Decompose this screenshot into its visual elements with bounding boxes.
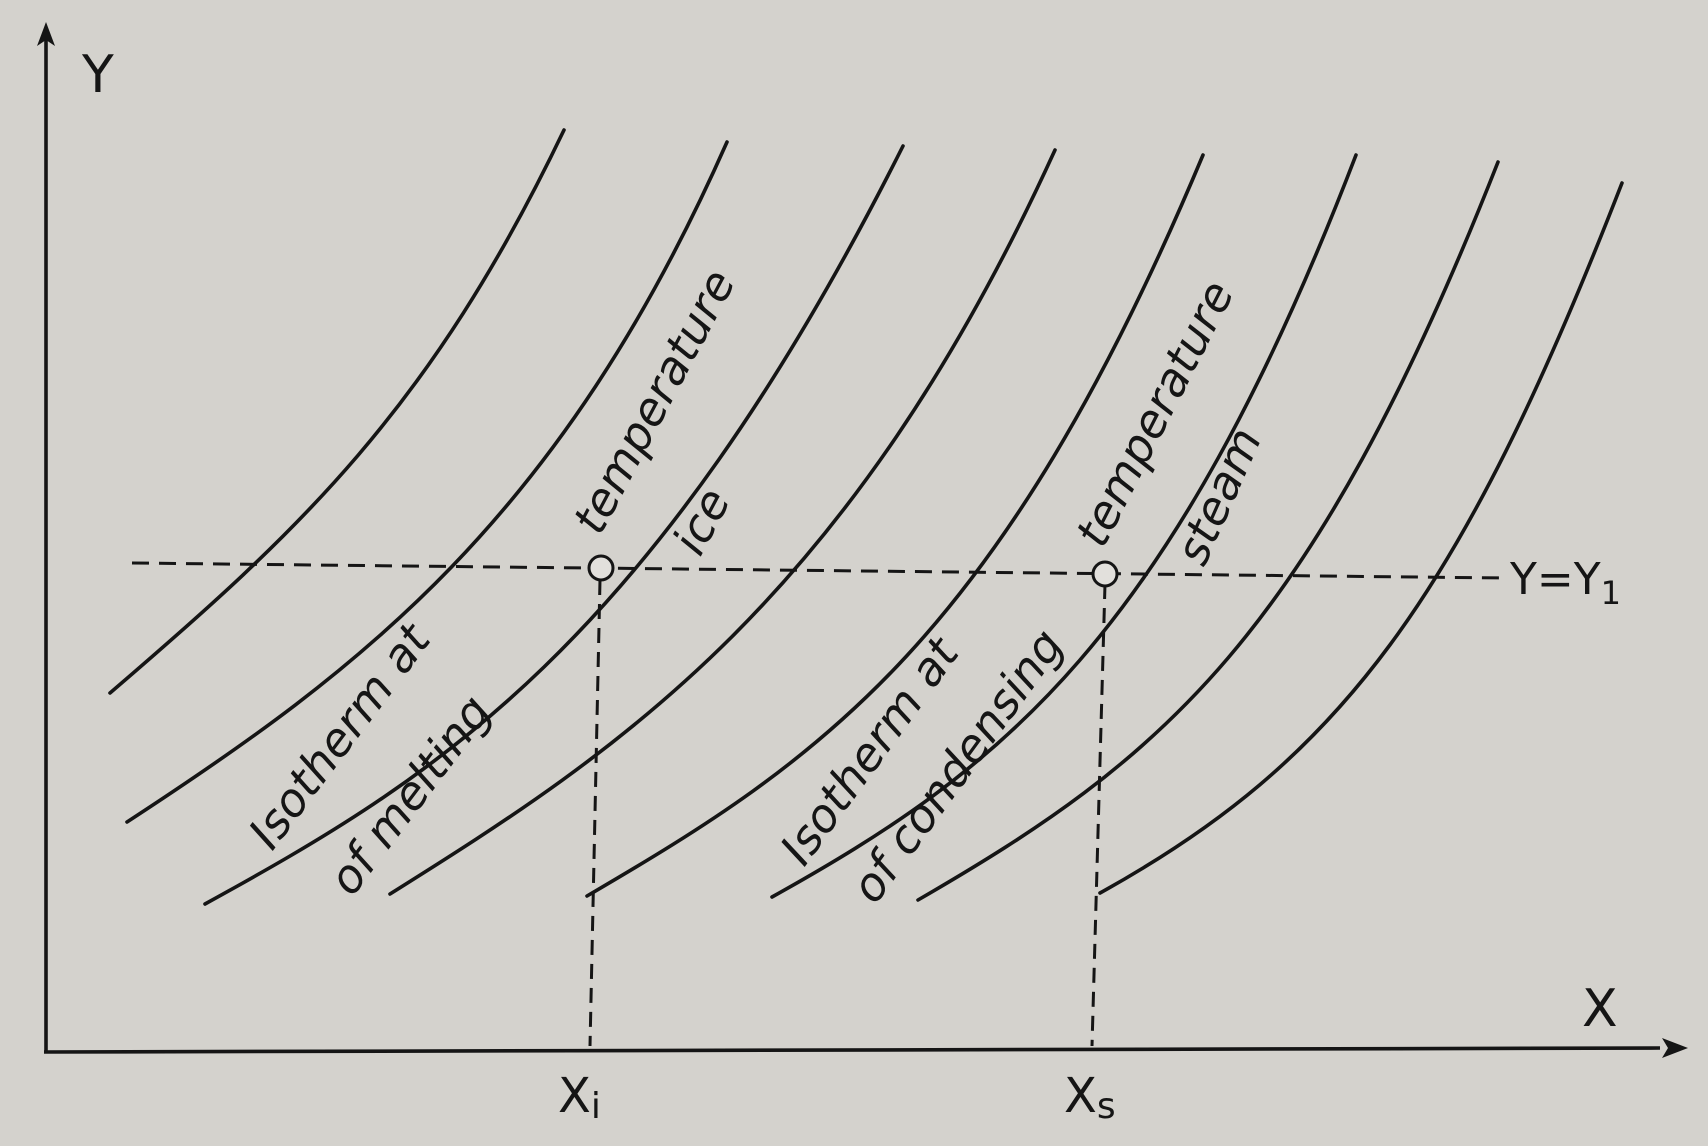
isotherm-curve-3-melting-ice xyxy=(203,144,905,906)
y-axis-arrowhead xyxy=(37,22,55,46)
isotherm-curve-6-condensing-steam xyxy=(770,153,1358,899)
isotherm-curve-5 xyxy=(585,153,1205,898)
intersection-marker-ice xyxy=(587,554,615,582)
intersection-marker-steam xyxy=(1091,560,1119,588)
y-axis-label: Y xyxy=(81,45,114,105)
isotherm-curve-2 xyxy=(125,140,729,824)
x-axis-label: X xyxy=(1582,979,1618,1039)
tick-label-xs: Xs xyxy=(1064,1068,1116,1127)
tick-label-xi: Xi xyxy=(558,1068,601,1127)
annotation-steam-upper-line2: steam xyxy=(1165,420,1273,573)
isotherm-curve-4 xyxy=(388,148,1057,896)
reference-line-y1 xyxy=(131,561,1506,580)
x-axis-arrowhead xyxy=(1662,1038,1688,1058)
annotation-ice-upper-line2: ice xyxy=(662,479,741,563)
isotherm-curve-8 xyxy=(1098,181,1624,895)
isotherm-curve-1 xyxy=(108,128,566,695)
projection-line-xi xyxy=(588,579,602,1047)
reference-line-label: Y=Y1 xyxy=(1509,554,1621,612)
x-axis xyxy=(43,1046,1661,1054)
projection-line-xs xyxy=(1090,583,1107,1047)
isotherm-curve-7 xyxy=(916,160,1500,902)
